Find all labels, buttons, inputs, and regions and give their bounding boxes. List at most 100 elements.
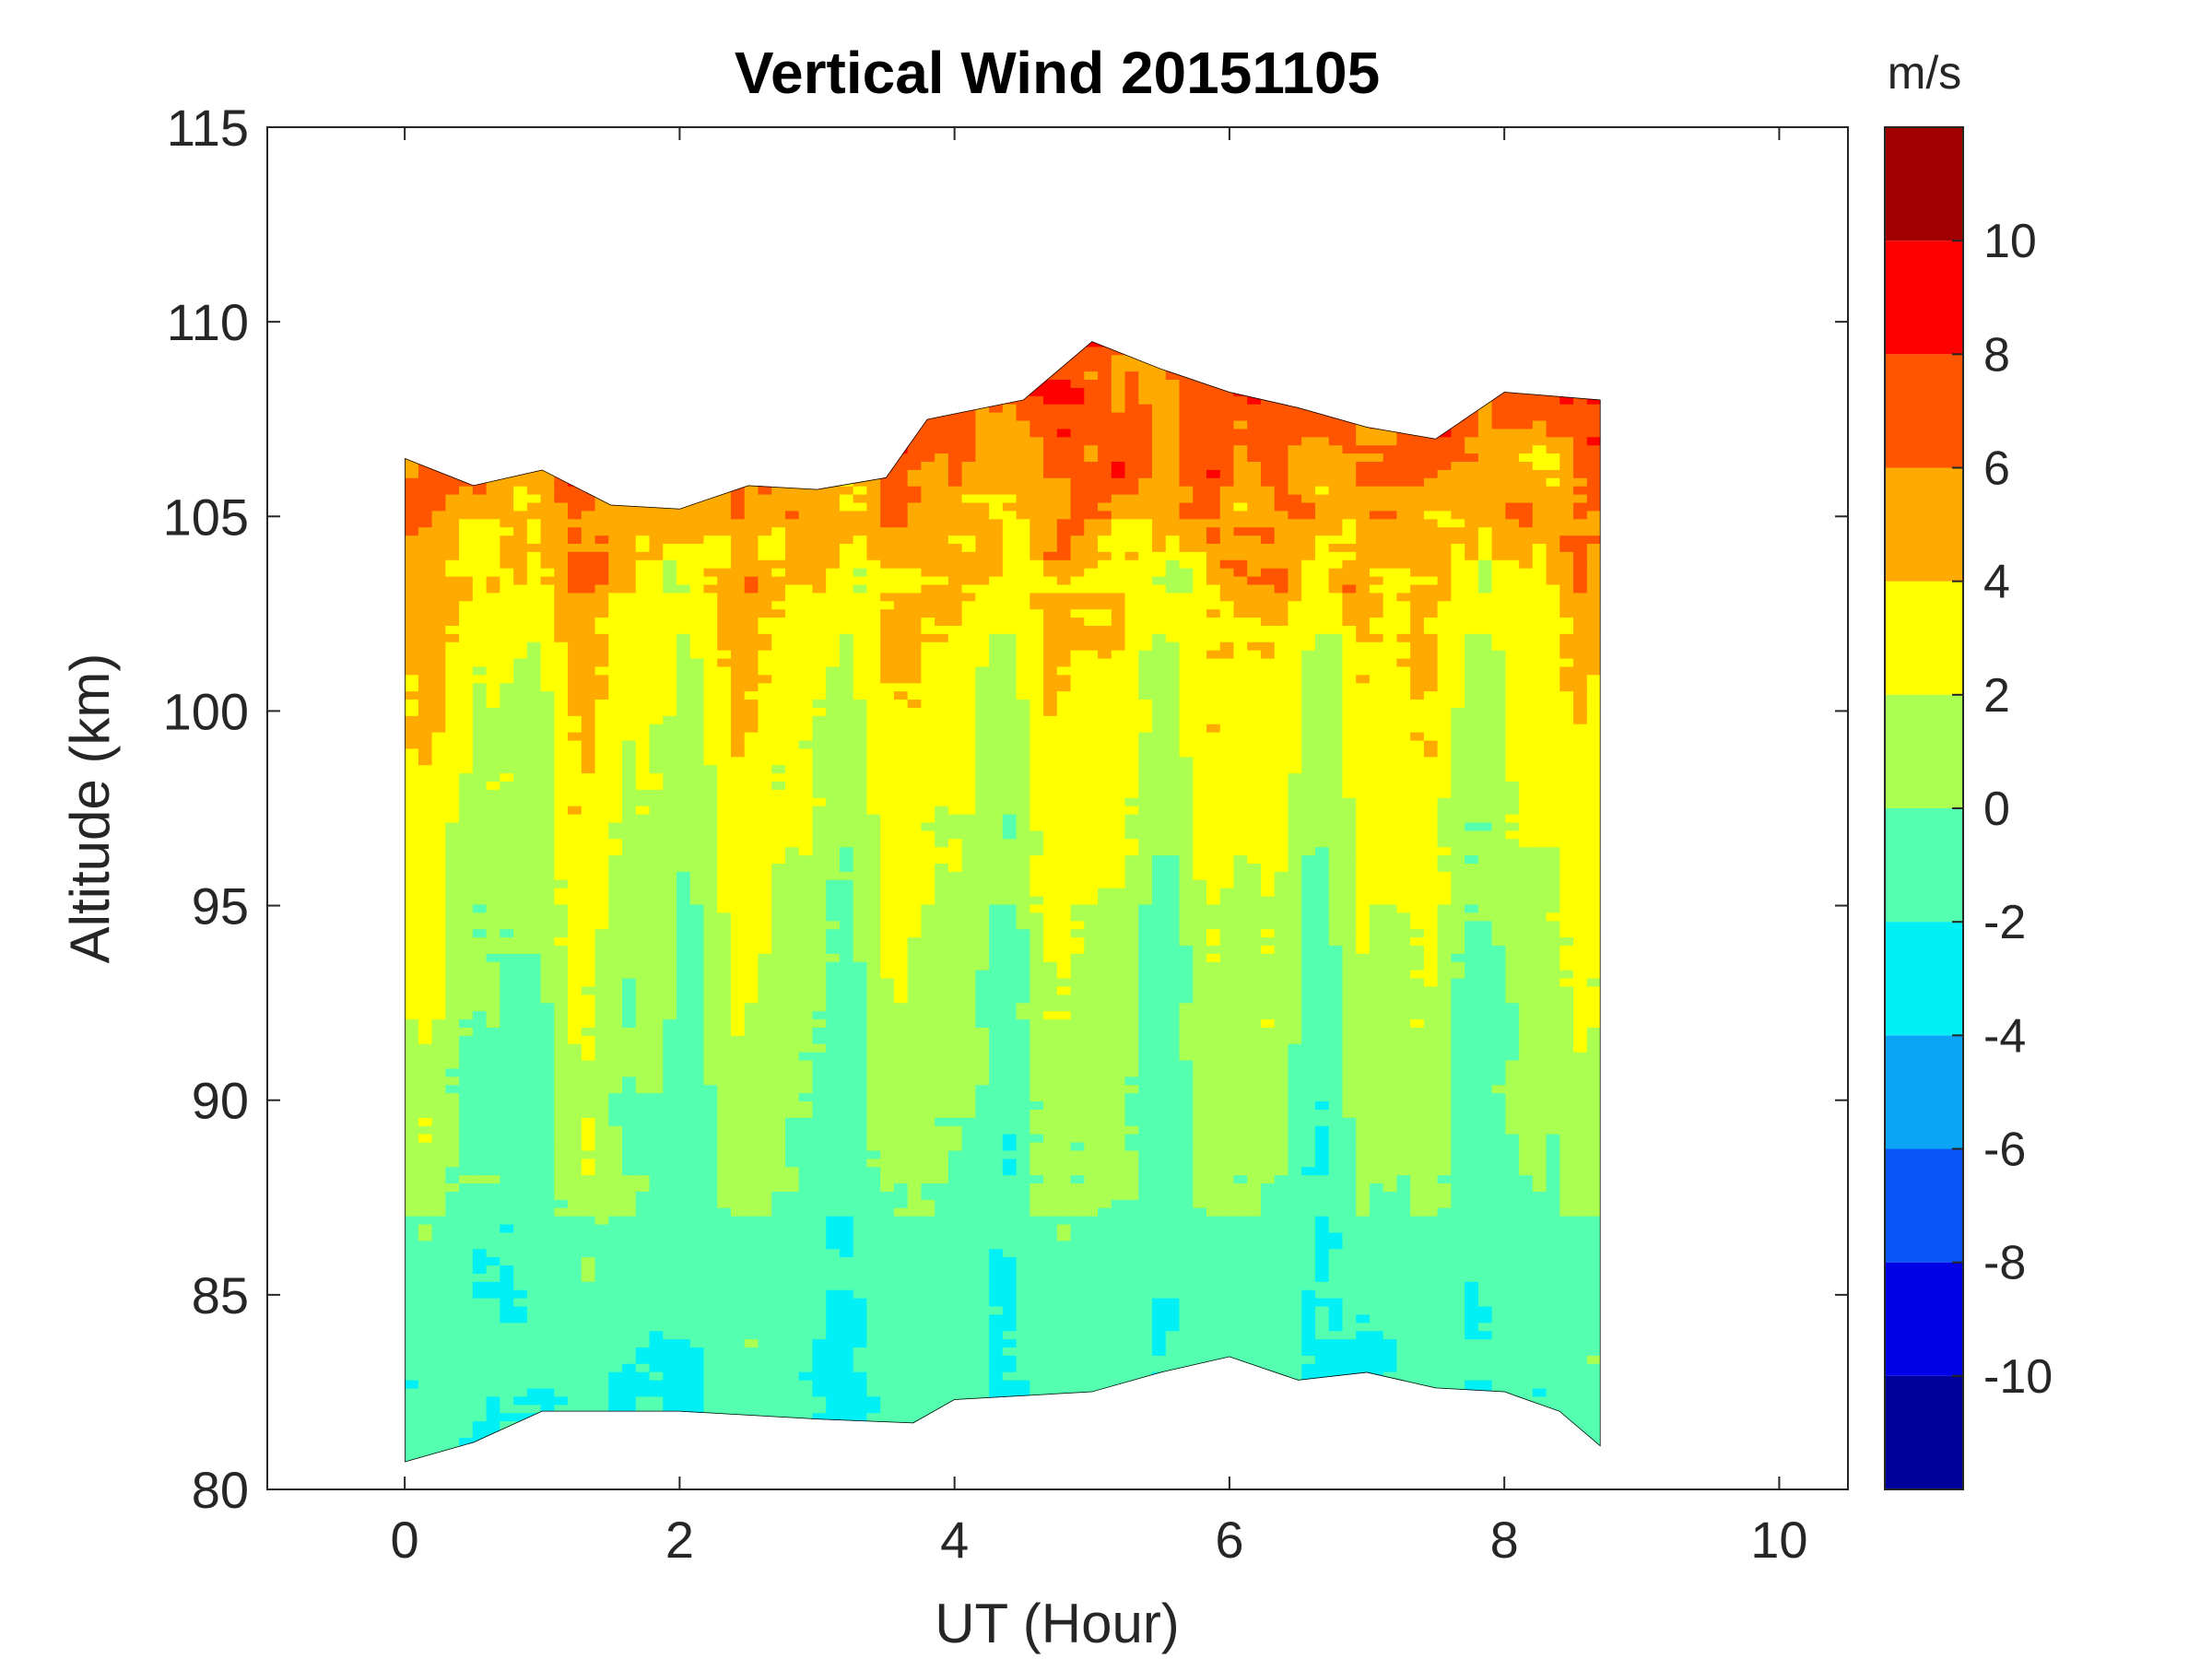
contour-cell bbox=[581, 1305, 596, 1315]
contour-cell bbox=[500, 1076, 514, 1086]
contour-cell bbox=[893, 830, 909, 840]
contour-cell bbox=[689, 1347, 705, 1356]
contour-cell bbox=[947, 1256, 963, 1266]
contour-cell bbox=[608, 1338, 623, 1348]
contour-cell bbox=[431, 1355, 446, 1364]
contour-cell bbox=[744, 690, 759, 700]
contour-cell bbox=[513, 1256, 528, 1266]
contour-cell bbox=[961, 650, 976, 659]
contour-cell bbox=[703, 1002, 718, 1012]
contour-cell bbox=[635, 682, 651, 692]
contour-cell bbox=[866, 871, 881, 880]
contour-cell bbox=[663, 1313, 677, 1324]
contour-cell bbox=[554, 789, 569, 798]
contour-cell bbox=[826, 657, 841, 667]
contour-cell bbox=[689, 1380, 705, 1389]
contour-cell bbox=[663, 1035, 677, 1044]
contour-cell bbox=[418, 477, 433, 487]
contour-cell bbox=[568, 846, 582, 856]
contour-cell bbox=[500, 1347, 514, 1356]
contour-cell bbox=[758, 879, 772, 888]
contour-cell bbox=[907, 806, 922, 815]
contour-cell bbox=[947, 501, 963, 512]
contour-cell bbox=[431, 592, 446, 602]
contour-cell bbox=[975, 1018, 990, 1028]
contour-cell bbox=[635, 903, 651, 913]
contour-cell bbox=[581, 1248, 596, 1258]
contour-cell bbox=[689, 682, 705, 692]
contour-cell bbox=[608, 1281, 623, 1290]
contour-cell bbox=[744, 1322, 759, 1332]
contour-cell bbox=[540, 756, 555, 766]
contour-cell bbox=[689, 1355, 705, 1364]
contour-cell bbox=[635, 657, 651, 667]
contour-cell bbox=[445, 1395, 460, 1406]
contour-cell bbox=[730, 764, 746, 774]
contour-cell bbox=[500, 1059, 514, 1069]
contour-cell bbox=[798, 879, 814, 888]
contour-cell bbox=[893, 747, 909, 758]
contour-cell bbox=[921, 665, 935, 676]
contour-cell bbox=[608, 592, 623, 602]
contour-cell bbox=[500, 1281, 514, 1290]
contour-cell bbox=[431, 625, 446, 634]
contour-cell bbox=[513, 781, 528, 790]
contour-cell bbox=[947, 1363, 963, 1372]
contour-cell bbox=[961, 501, 976, 512]
contour-cell bbox=[581, 1100, 596, 1110]
contour-cell bbox=[961, 1281, 976, 1290]
contour-cell bbox=[663, 912, 677, 922]
contour-cell bbox=[418, 970, 433, 979]
contour-cell bbox=[608, 559, 623, 569]
contour-cell bbox=[513, 1216, 528, 1225]
contour-cell bbox=[784, 1298, 800, 1307]
contour-cell bbox=[689, 641, 705, 651]
contour-cell bbox=[798, 657, 814, 667]
contour-cell bbox=[608, 707, 623, 716]
contour-cell bbox=[405, 543, 419, 552]
contour-cell bbox=[594, 1223, 609, 1233]
contour-cell bbox=[635, 1380, 651, 1389]
contour-cell bbox=[500, 871, 514, 880]
contour-cell bbox=[893, 912, 909, 922]
contour-cell bbox=[961, 1149, 976, 1159]
contour-cell bbox=[500, 994, 514, 1004]
contour-cell bbox=[826, 551, 841, 560]
contour-cell bbox=[405, 575, 419, 585]
contour-cell bbox=[500, 608, 514, 618]
contour-cell bbox=[935, 797, 949, 806]
contour-cell bbox=[500, 781, 514, 790]
contour-cell bbox=[635, 838, 651, 848]
contour-cell bbox=[526, 1076, 542, 1086]
contour-cell bbox=[717, 724, 732, 733]
contour-cell bbox=[513, 1182, 528, 1192]
contour-cell bbox=[961, 559, 976, 569]
contour-cell bbox=[649, 1100, 664, 1110]
contour-cell bbox=[853, 641, 868, 651]
contour-cell bbox=[921, 657, 935, 667]
contour-cell bbox=[947, 854, 963, 865]
contour-cell bbox=[568, 1035, 582, 1044]
contour-cell bbox=[839, 617, 854, 626]
contour-cell bbox=[663, 1289, 677, 1299]
contour-cell bbox=[568, 682, 582, 692]
contour-cell bbox=[431, 1117, 446, 1126]
contour-cell bbox=[717, 1248, 732, 1258]
contour-cell bbox=[431, 1100, 446, 1110]
contour-cell bbox=[758, 625, 772, 634]
contour-cell bbox=[418, 510, 433, 520]
contour-cell bbox=[853, 961, 868, 971]
contour-cell bbox=[880, 543, 895, 552]
contour-cell bbox=[893, 1387, 909, 1397]
contour-cell bbox=[459, 690, 474, 700]
contour-cell bbox=[853, 732, 868, 741]
contour-cell bbox=[540, 1380, 555, 1389]
contour-cell bbox=[826, 747, 841, 758]
contour-cell bbox=[418, 526, 433, 536]
contour-cell bbox=[677, 1117, 691, 1126]
contour-cell bbox=[486, 690, 500, 700]
contour-cell bbox=[771, 1305, 786, 1315]
contour-cell bbox=[594, 1338, 609, 1348]
contour-cell bbox=[907, 863, 922, 872]
